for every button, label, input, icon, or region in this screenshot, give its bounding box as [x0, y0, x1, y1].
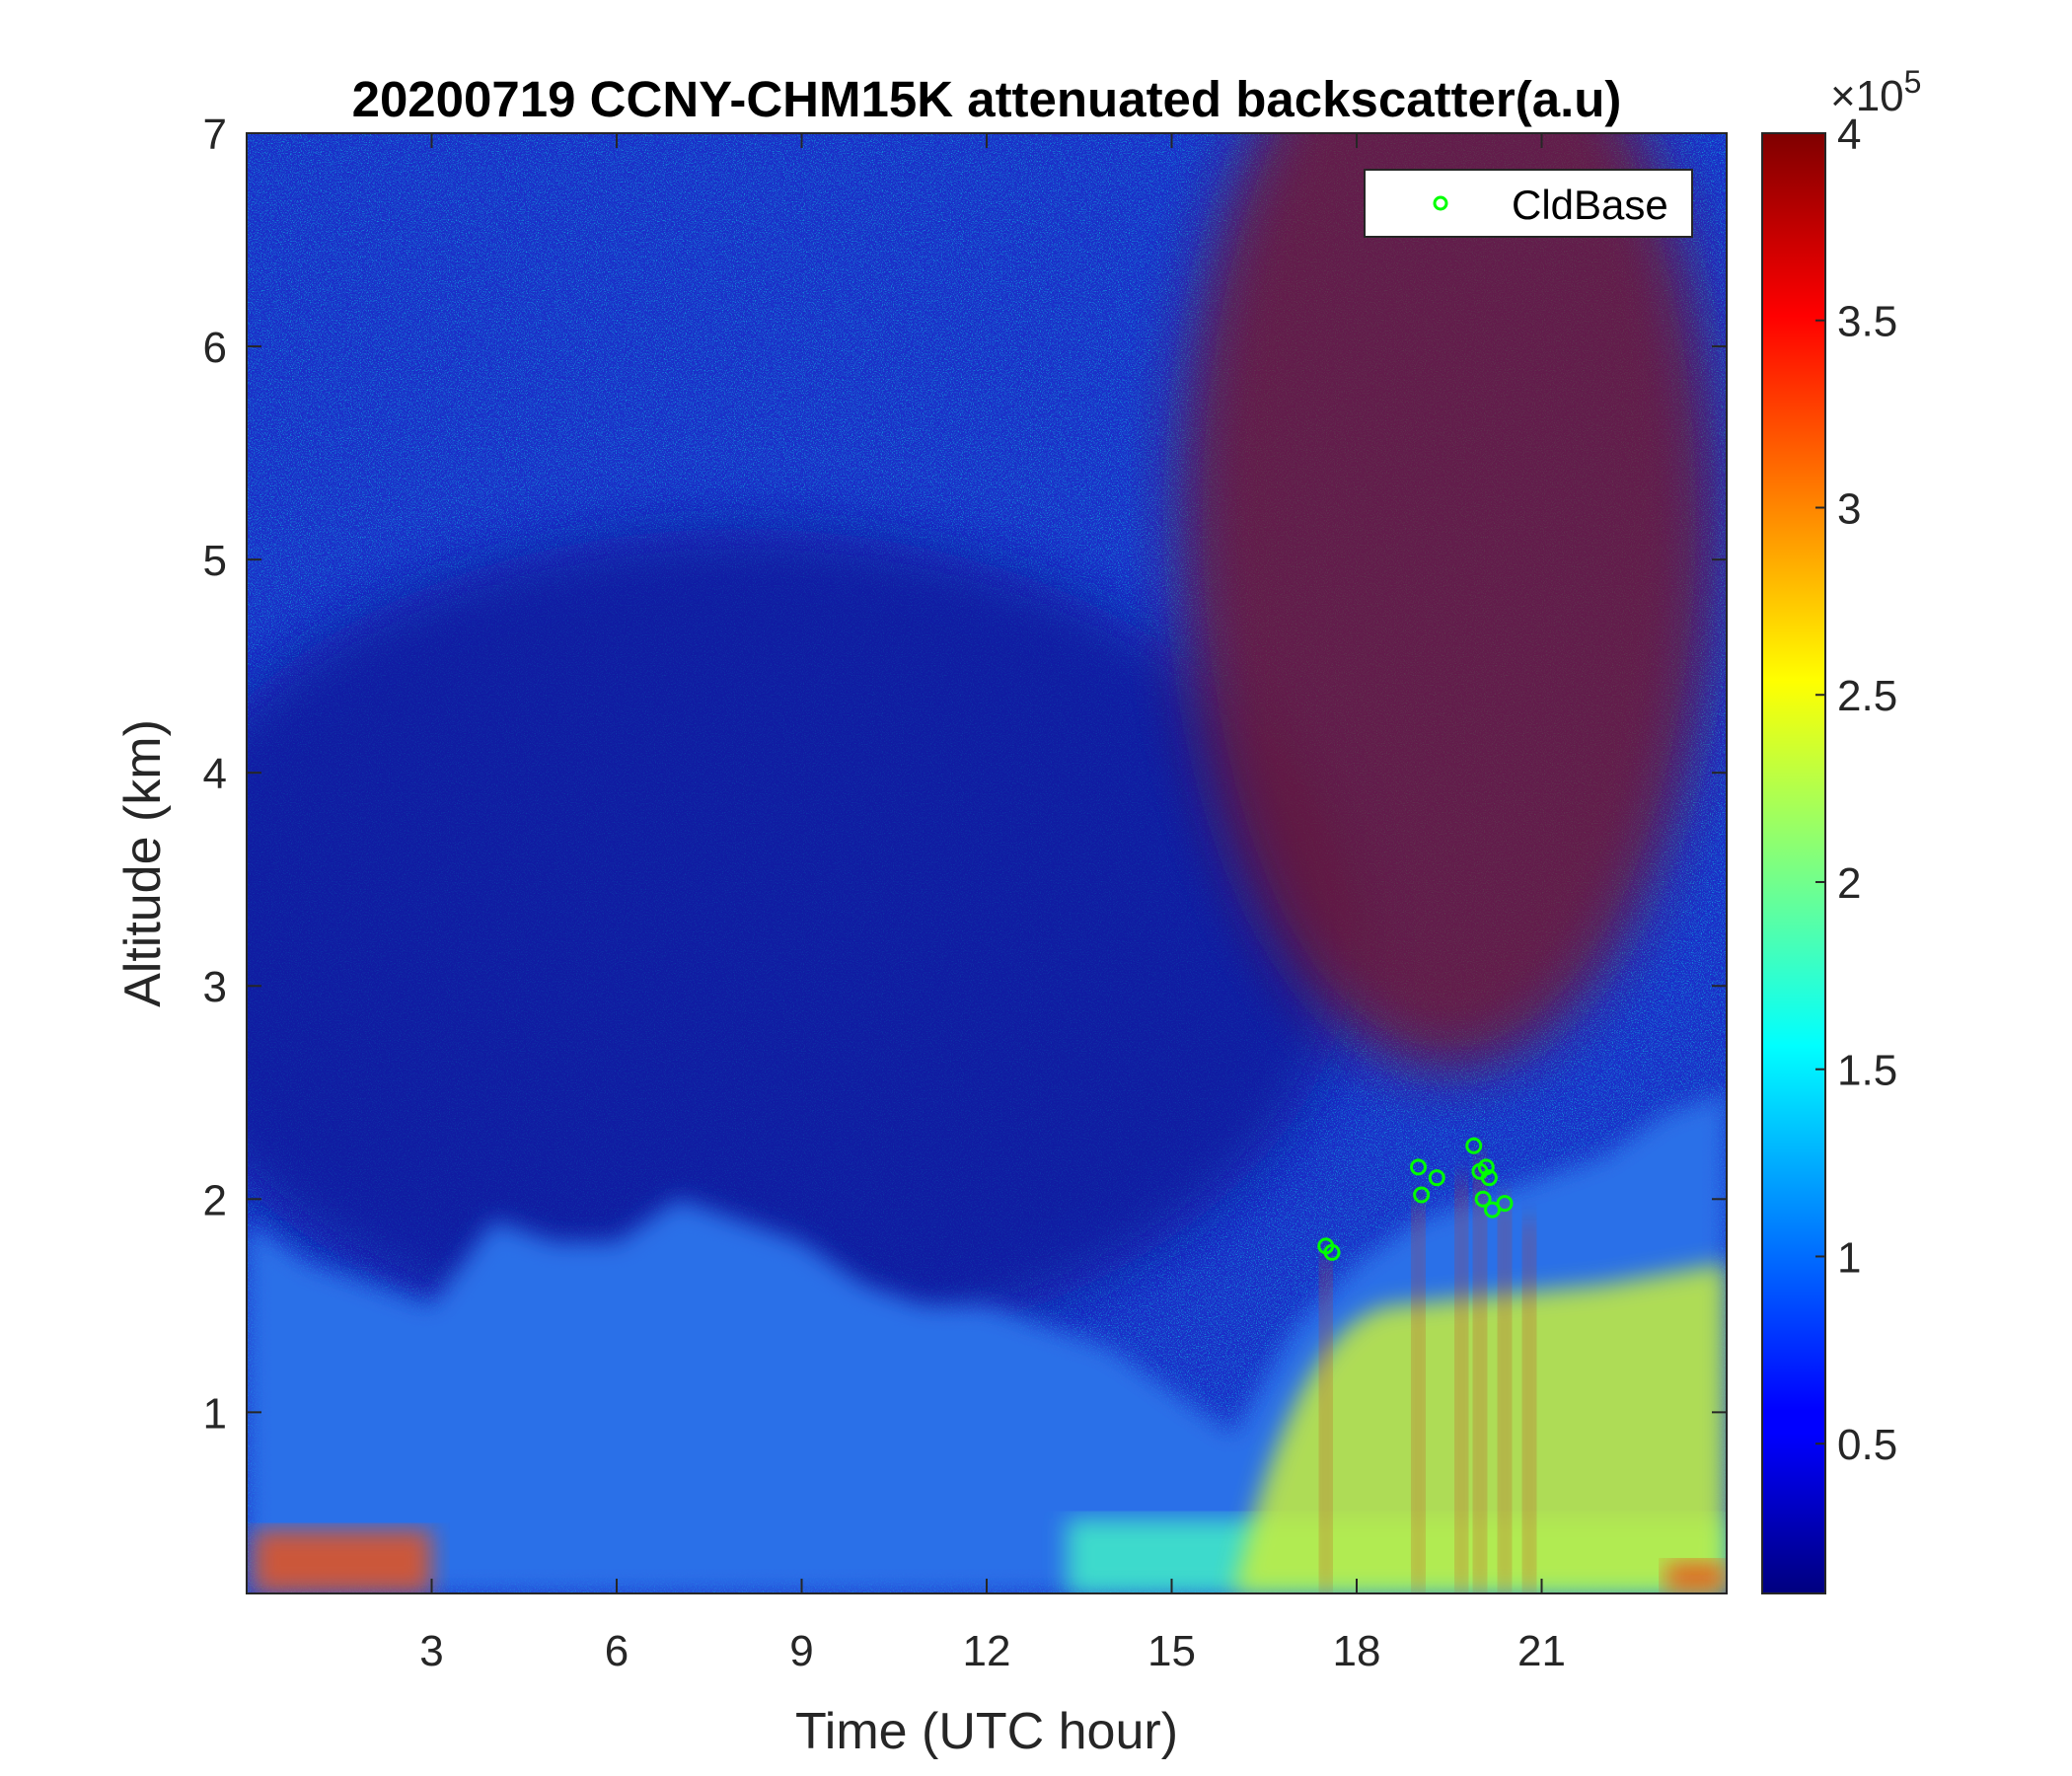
- y-axis: 1 2 3 4 5 6 7: [203, 111, 1727, 1438]
- cloud-streak: [1412, 1199, 1425, 1593]
- colorbar-tick-label: 3: [1837, 484, 1861, 533]
- colorbar-tick-label: 0.5: [1837, 1421, 1897, 1469]
- colorbar-exponent-power: 5: [1904, 64, 1922, 100]
- y-tick-label: 2: [203, 1176, 227, 1224]
- high-backscatter-upper-region: [1182, 133, 1716, 1070]
- colorbar-tick-label: 3.5: [1837, 298, 1897, 346]
- surface-aerosol-layer: [253, 1529, 432, 1593]
- cldbase-point: [1413, 1186, 1431, 1204]
- cloud-streak: [1499, 1199, 1511, 1593]
- x-tick-label: 21: [1517, 1627, 1566, 1675]
- cldbase-point: [1428, 1169, 1445, 1187]
- cloud-streak: [1474, 1156, 1486, 1593]
- x-tick-label: 12: [963, 1627, 1011, 1675]
- x-axis: 3 6 9 12 15 18 21: [419, 133, 1566, 1675]
- cldbase-point: [1496, 1195, 1514, 1213]
- cldbase-point: [1480, 1169, 1498, 1187]
- colorbar-exponent: ×105: [1830, 64, 1921, 120]
- y-tick-label: 4: [203, 750, 227, 798]
- y-tick-label: 6: [203, 324, 227, 372]
- y-tick-label: 7: [203, 111, 227, 159]
- colorbar: 0.5 1 1.5 2 2.5 3 3.5 4 ×105: [1761, 64, 1921, 1594]
- legend-cldbase-marker: [1433, 195, 1448, 211]
- colorbar-ticks: 0.5 1 1.5 2 2.5 3 3.5 4: [1815, 111, 1897, 1469]
- cldbase-point: [1477, 1158, 1495, 1176]
- colorbar-tick-label: 4: [1837, 111, 1861, 159]
- cldbase-point: [1484, 1201, 1501, 1219]
- y-tick-label: 1: [203, 1389, 227, 1438]
- colorbar-tick-label: 2.5: [1837, 672, 1897, 720]
- colorbar-tick-label: 1: [1837, 1233, 1861, 1282]
- colorbar-tick-label: 2: [1837, 859, 1861, 908]
- cloud-streak: [1455, 1177, 1468, 1593]
- x-axis-label: Time (UTC hour): [795, 1703, 1178, 1760]
- y-axis-label: Altitude (km): [114, 719, 172, 1007]
- x-tick-label: 3: [419, 1627, 443, 1675]
- cloud-streak: [1523, 1220, 1535, 1593]
- cldbase-point: [1410, 1158, 1427, 1176]
- legend-box: [1364, 169, 1693, 238]
- cloud-streak: [1319, 1252, 1332, 1593]
- colorbar-tick-label: 1.5: [1837, 1047, 1897, 1095]
- cldbase-point: [1465, 1137, 1483, 1154]
- y-tick-label: 3: [203, 963, 227, 1011]
- cldbase-point: [1323, 1243, 1341, 1261]
- chart-title: 20200719 CCNY-CHM15K attenuated backscat…: [352, 71, 1622, 127]
- dark-free-troposphere: [247, 529, 1352, 1358]
- legend: CldBase: [1364, 169, 1693, 238]
- x-tick-label: 18: [1333, 1627, 1381, 1675]
- surface-aerosol-layer: [1665, 1561, 1727, 1593]
- cldbase-point: [1474, 1190, 1492, 1208]
- x-tick-label: 15: [1147, 1627, 1196, 1675]
- y-tick-label: 5: [203, 537, 227, 585]
- heatmap-features: [247, 133, 1727, 1593]
- heatmap-plot-area: [247, 133, 1727, 1593]
- legend-cldbase-label: CldBase: [1512, 182, 1668, 228]
- x-tick-label: 9: [789, 1627, 813, 1675]
- colorbar-exponent-base: ×10: [1830, 72, 1904, 120]
- x-tick-label: 6: [605, 1627, 629, 1675]
- cldbase-series: [1317, 1137, 1514, 1261]
- colorbar-gradient: [1761, 132, 1826, 1594]
